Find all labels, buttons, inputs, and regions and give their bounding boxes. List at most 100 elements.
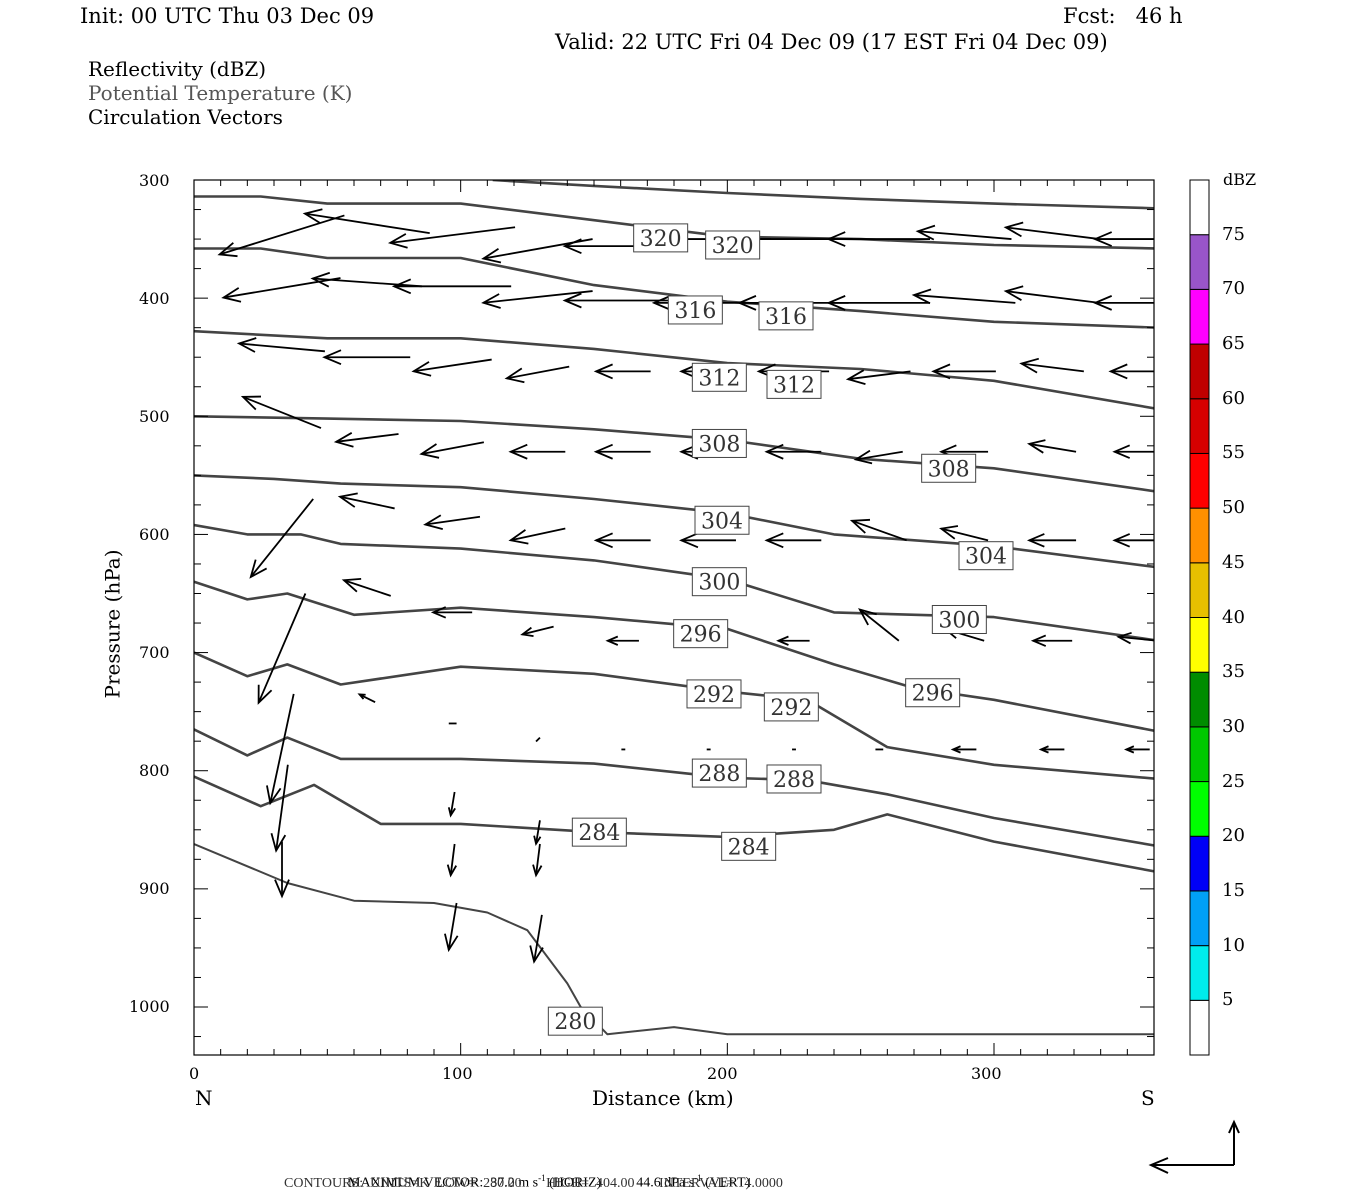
circulation-vector (423, 514, 481, 530)
circulation-vector (357, 693, 376, 703)
colorbar-segment (1189, 288, 1210, 345)
circulation-vector (504, 365, 570, 384)
contour-label: 308 (921, 453, 977, 483)
colorbar-level-label: 60 (1222, 387, 1245, 409)
colorbar-segment (1189, 671, 1210, 728)
circulation-vector (508, 443, 566, 460)
circulation-vector (1123, 745, 1150, 754)
contour-label-text: 300 (938, 608, 980, 633)
contour-label: 288 (766, 764, 822, 794)
circulation-vector (419, 441, 485, 459)
contour-label: 312 (691, 362, 747, 392)
y-tick-label: 1000 (129, 997, 170, 1016)
contour-line-304 (194, 474, 1154, 569)
colorbar-level-label: 40 (1222, 606, 1245, 628)
circulation-vector (240, 395, 322, 429)
circulation-vector (221, 277, 341, 303)
contour-line-316 (194, 247, 1154, 329)
circulation-vector (679, 532, 736, 549)
contour-label: 292 (686, 679, 742, 709)
circulation-vector (217, 214, 345, 258)
contour-label: 284 (721, 831, 777, 861)
circulation-vector (341, 578, 392, 597)
circulation-vector (939, 525, 989, 542)
colorbar-segment (1189, 562, 1210, 618)
contour-label: 284 (571, 817, 627, 847)
x-end-label-south: S (1141, 1086, 1155, 1110)
circulation-vector (562, 292, 682, 309)
contour-label: 304 (694, 505, 750, 535)
legend-reflectivity: Reflectivity (dBZ) (88, 57, 267, 81)
contour-label-text: 288 (698, 762, 740, 787)
colorbar-level-label: 55 (1222, 442, 1245, 464)
circulation-vector (266, 693, 295, 806)
x-tick-label: 100 (442, 1064, 473, 1083)
circulation-vector (1092, 295, 1154, 311)
circulation-vector (931, 363, 996, 380)
contour-label: 300 (691, 567, 747, 597)
colorbar-level-label: 75 (1222, 223, 1245, 245)
colorbar-segment (1189, 452, 1210, 509)
contour-label-text: 316 (674, 299, 716, 324)
circulation-vector (302, 208, 430, 235)
contour-label-text: 308 (928, 457, 970, 482)
circulation-vector (950, 745, 977, 754)
contour-label-text: 312 (698, 366, 740, 391)
circulation-vector (337, 492, 395, 510)
y-tick-label: 700 (139, 643, 170, 662)
circulation-vector (1038, 745, 1065, 754)
circulation-vector (1026, 439, 1077, 454)
contour-line-308 (194, 415, 1154, 493)
colorbar-level-label: 35 (1222, 661, 1245, 683)
forecast-hour: Fcst: 46 h (1063, 4, 1183, 28)
x-end-label-north: N (195, 1086, 213, 1110)
exponent: -1 (538, 1173, 546, 1183)
contour-label-text: 296 (680, 623, 722, 648)
colorbar-level-label: 30 (1222, 715, 1245, 737)
colorbar-segment (1189, 945, 1210, 1001)
valid-time: Valid: 22 UTC Fri 04 Dec 09 (17 EST Fri … (555, 30, 1108, 54)
circulation-vector (593, 443, 651, 460)
contour-label-text: 320 (640, 227, 682, 252)
contour-label-text: 304 (701, 509, 743, 534)
contour-label-text: 292 (770, 696, 812, 721)
circulation-vector (849, 518, 907, 542)
contour-label-text: 304 (965, 545, 1007, 570)
contour-label: 296 (673, 619, 729, 649)
colorbar-segment (1189, 343, 1210, 400)
contour-line-288 (194, 728, 1154, 847)
x-tick-label: 200 (707, 1064, 738, 1083)
contour-label: 280 (547, 1006, 603, 1036)
colorbar-segment (1189, 781, 1210, 837)
contour-label-text: 312 (773, 373, 815, 398)
contour-label: 320 (633, 223, 689, 253)
x-axis-title: Distance (km) (592, 1086, 734, 1110)
vertical-unit: (VERT) (705, 1175, 751, 1191)
contour-label: 312 (766, 369, 822, 399)
contour-line-296 (194, 580, 1154, 733)
circulation-vector (1108, 363, 1154, 380)
colorbar (1189, 179, 1210, 1056)
circulation-vector (529, 914, 544, 964)
circulation-vector (764, 532, 822, 549)
colorbar-level-label: 10 (1222, 934, 1245, 956)
contour-label: 296 (905, 678, 961, 708)
contour-line-284 (194, 775, 1154, 873)
circulation-vector (593, 363, 651, 380)
circulation-vector (605, 635, 639, 646)
max-horizontal-vector: 37.2 m s (490, 1175, 539, 1191)
circulation-vector (1003, 285, 1100, 304)
contour-label-text: 284 (578, 821, 620, 846)
circulation-vector (322, 349, 411, 366)
circulation-vector (446, 843, 458, 878)
init-time: Init: 00 UTC Thu 03 Dec 09 (80, 4, 375, 28)
contour-label-text: 288 (773, 768, 815, 793)
circulation-vector (776, 635, 810, 646)
contour-label: 308 (691, 428, 747, 458)
colorbar-level-label: 70 (1222, 278, 1245, 300)
circulation-vector (533, 820, 542, 847)
contour-label-text: 300 (698, 571, 740, 596)
circulation-vector (257, 593, 307, 705)
circulation-vector (1019, 357, 1084, 374)
vector-layer (217, 208, 1154, 964)
